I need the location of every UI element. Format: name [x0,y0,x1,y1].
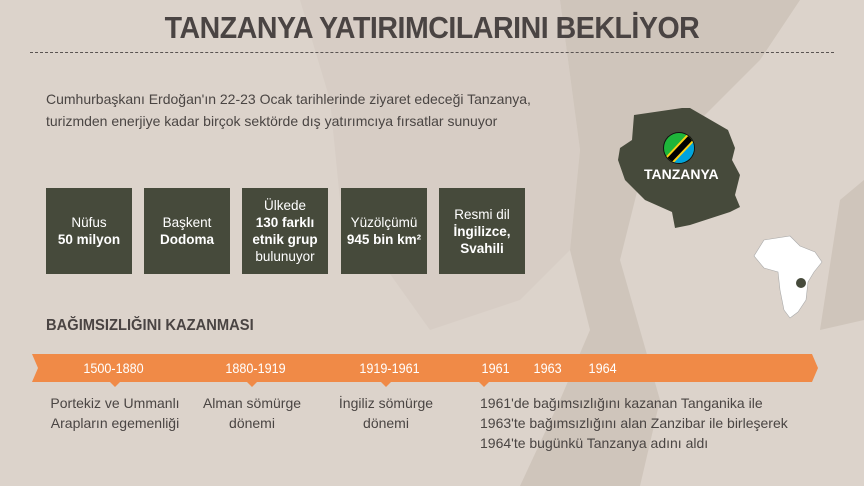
year-label: 1500-1880 [83,360,144,376]
timeline-desc: Alman sömürge dönemi [202,395,302,431]
year-label: 1961 [481,360,510,376]
timeline-desc: İngiliz sömürge dönemi [338,395,434,431]
page-title: TANZANYA YATIRIMCILARINI BEKLİYOR [164,10,700,45]
intro-text: Cumhurbaşkanı Erdoğan'ın 22-23 Ocak tari… [46,91,531,129]
year-label: 1963 [533,360,562,376]
fact-capital: Başkent Dodoma [144,188,230,274]
fact-area: Yüzölçümü 945 bin km² [341,188,427,274]
map-label: TANZANYA [644,166,719,182]
tanzania-shape [618,108,740,228]
fact-population: Nüfus 50 milyon [46,188,132,274]
divider [30,52,834,53]
year-label: 1964 [588,360,617,376]
fact-language: Resmi dil İngilizce, Svahili [439,188,525,274]
year-label: 1880-1919 [225,360,286,376]
fact-ethnic-groups: Ülkede 130 farklı etnik grup bulunuyor [242,188,328,274]
timeline-final-desc: 1961'de bağımsızlığını kazanan Tanganika… [480,395,788,451]
timeline-desc: Portekiz ve Ummanlı Arapların egemenliği [50,395,180,431]
timeline-band [32,354,818,382]
africa-locator-map [753,235,823,319]
timeline-heading: BAĞIMSIZLIĞINI KAZANMASI [46,317,254,334]
year-label: 1919-1961 [359,360,420,376]
